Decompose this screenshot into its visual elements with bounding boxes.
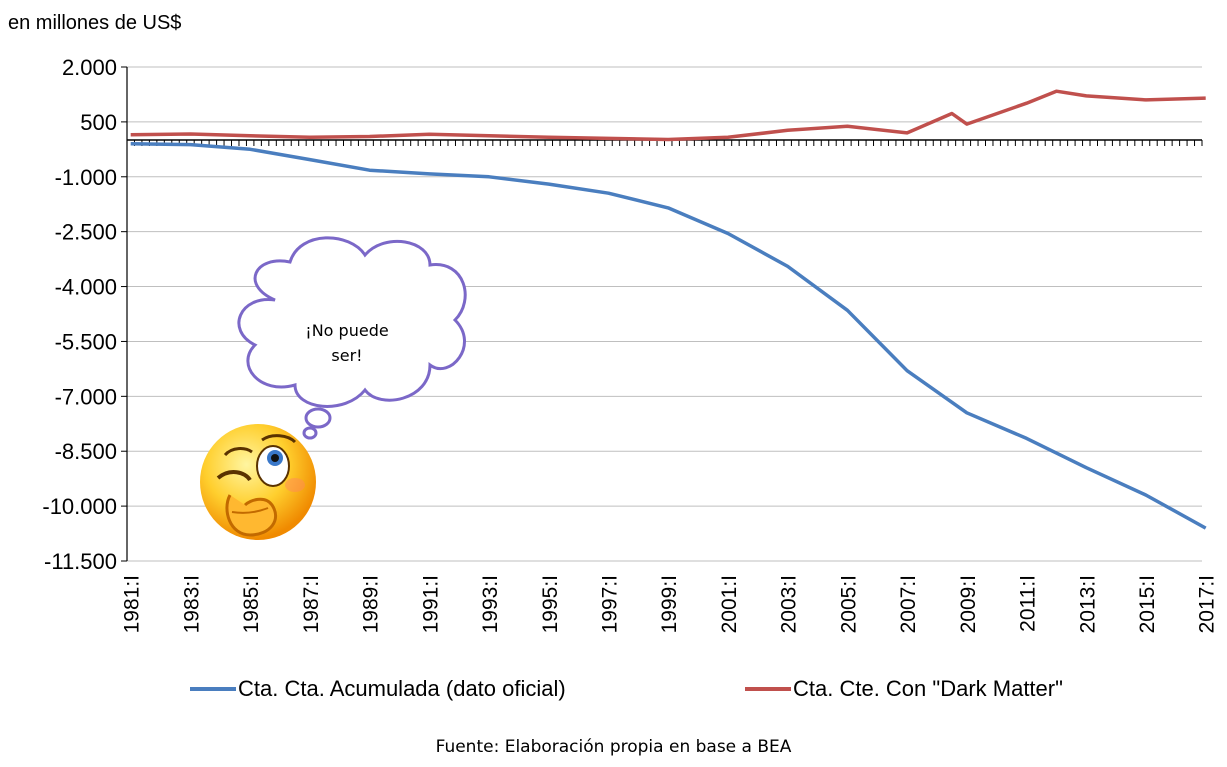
bubble-dot-small — [302, 426, 318, 440]
legend-item-series-1: Cta. Cta. Acumulada (dato oficial) — [190, 676, 566, 702]
x-tick-label: 1983:I — [180, 575, 203, 633]
thinking-emoji-icon — [200, 424, 316, 540]
x-tick-label: 1997:I — [599, 575, 622, 633]
series-line-2 — [130, 89, 1206, 142]
x-tick-label: 2007:I — [897, 575, 920, 633]
bubble-text-line1: ¡No puede — [305, 321, 389, 340]
x-tick-label: 2017:I — [1196, 575, 1219, 633]
bubble-text: ¡No puede ser! — [282, 318, 412, 368]
legend-swatch-series-2 — [745, 687, 791, 691]
series-lines — [130, 89, 1207, 530]
y-tick-label: 2.000 — [62, 55, 117, 80]
legend-item-series-2: Cta. Cte. Con "Dark Matter" — [745, 676, 1063, 702]
bubble-dot-large — [304, 407, 332, 429]
x-tick-label: 2005:I — [837, 575, 860, 633]
legend: Cta. Cta. Acumulada (dato oficial) Cta. … — [0, 676, 1227, 710]
y-tick-label: -8.500 — [55, 439, 117, 464]
x-tick-label: 1981:I — [121, 575, 144, 633]
bubble-cloud — [237, 236, 467, 408]
x-tick-label: 2001:I — [718, 575, 741, 633]
x-tick-label: 1987:I — [300, 575, 323, 633]
y-tick-label: -7.000 — [55, 384, 117, 409]
thought-bubble — [237, 236, 467, 440]
x-tick-label: 1991:I — [419, 575, 442, 633]
unit-label: en millones de US$ — [8, 12, 182, 34]
legend-label-series-2: Cta. Cte. Con "Dark Matter" — [793, 676, 1063, 701]
x-tick-label: 1985:I — [240, 575, 263, 633]
x-axis: 1981:I 1983:I 1985:I 1987:I 1989:I 1991:I 1993… — [121, 139, 1219, 633]
y-tick-label: -4.000 — [55, 275, 117, 300]
y-tick-label: -11.500 — [44, 549, 117, 574]
x-tick-label: 2013:I — [1076, 575, 1099, 633]
x-tick-label: 1995:I — [539, 575, 562, 633]
x-tick-label: 2003:I — [778, 575, 801, 633]
legend-swatch-series-1 — [190, 687, 236, 691]
y-tick-label: -10.000 — [42, 494, 117, 519]
x-tick-label: 2011:I — [1017, 575, 1040, 632]
source-note: Fuente: Elaboración propia en base a BEA — [435, 737, 792, 757]
x-tick-label: 1993:I — [479, 575, 502, 633]
x-tick-label: 1999:I — [658, 575, 681, 633]
y-tick-label: -1.000 — [55, 165, 117, 190]
bubble-text-line2: ser! — [331, 346, 363, 365]
y-axis-ticks: 2.000 500 -1.000 -2.500 -4.000 -5.500 -7.000 -8… — [42, 55, 128, 574]
y-tick-label: 500 — [80, 110, 117, 135]
legend-label-series-1: Cta. Cta. Acumulada (dato oficial) — [238, 676, 566, 701]
x-tick-label: 1989:I — [360, 575, 383, 633]
y-tick-label: -2.500 — [55, 220, 117, 245]
series-line-1 — [130, 142, 1207, 530]
y-tick-label: -5.500 — [55, 329, 117, 354]
x-tick-label: 2009:I — [957, 575, 980, 633]
x-tick-label: 2015:I — [1136, 575, 1159, 633]
